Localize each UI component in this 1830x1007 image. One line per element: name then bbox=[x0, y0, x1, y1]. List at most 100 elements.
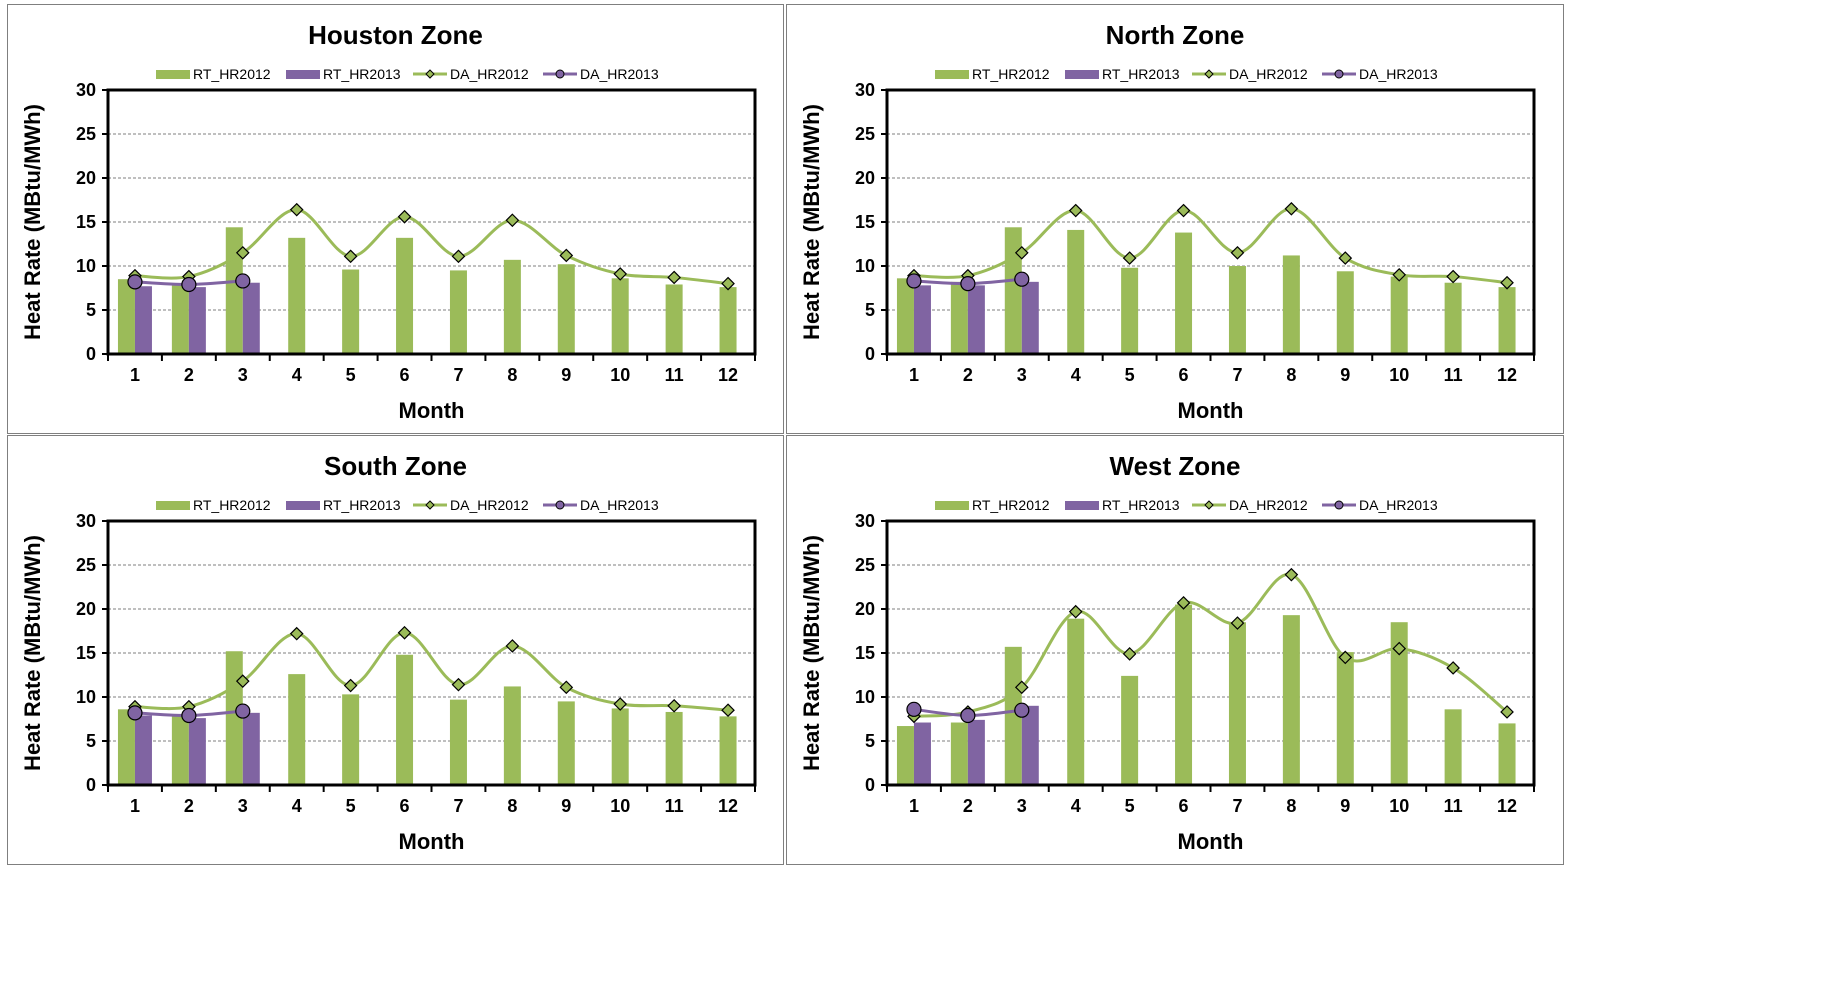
diamond-point bbox=[1392, 641, 1407, 656]
bar bbox=[1282, 615, 1300, 785]
diamond-point bbox=[289, 626, 304, 641]
circle-point bbox=[960, 276, 976, 292]
x-axis-title: Month bbox=[399, 829, 465, 854]
y-axis-title: Heat Rate (MBtu/MWh) bbox=[799, 104, 824, 340]
diamond-point bbox=[1446, 269, 1460, 284]
y-tick-label: 25 bbox=[76, 124, 96, 144]
x-tick-label: 3 bbox=[1017, 365, 1027, 385]
y-tick-label: 25 bbox=[76, 555, 96, 575]
bar bbox=[134, 715, 152, 785]
legend-da-hr2013: DA_HR2013 bbox=[1359, 497, 1438, 513]
circle-point bbox=[1014, 702, 1030, 718]
y-tick-label: 20 bbox=[76, 168, 96, 188]
bar bbox=[449, 270, 467, 354]
y-tick-label: 5 bbox=[865, 300, 875, 320]
bar bbox=[1228, 266, 1246, 354]
diamond-point bbox=[1500, 705, 1514, 719]
bar bbox=[1121, 267, 1139, 354]
bar bbox=[503, 259, 521, 354]
bar bbox=[342, 694, 360, 785]
x-tick-label: 10 bbox=[1389, 365, 1409, 385]
legend-green-diamond-line-icon bbox=[1192, 69, 1226, 79]
bar bbox=[967, 285, 985, 354]
bars-rt-hr2013 bbox=[134, 282, 260, 354]
legend-da-hr2013: DA_HR2013 bbox=[580, 66, 659, 82]
x-tick-label: 5 bbox=[1125, 796, 1135, 816]
diamond-point bbox=[1446, 661, 1460, 675]
x-tick-label: 3 bbox=[238, 365, 248, 385]
y-axis-title: Heat Rate (MBtu/MWh) bbox=[20, 104, 45, 340]
diamond-point bbox=[1500, 275, 1514, 290]
legend-green-diamond-line-icon bbox=[1192, 500, 1226, 510]
bars-rt-hr2012 bbox=[896, 227, 1516, 354]
circle-point bbox=[181, 707, 197, 724]
bar bbox=[557, 701, 575, 785]
diamond-point bbox=[721, 276, 735, 291]
y-axis-title: Heat Rate (MBtu/MWh) bbox=[799, 535, 824, 771]
legend-purple-circle-line-icon bbox=[543, 500, 577, 510]
bar bbox=[950, 722, 968, 785]
line-da-hr2012 bbox=[913, 207, 1508, 285]
bar bbox=[1121, 675, 1139, 785]
circle-point bbox=[1014, 271, 1030, 287]
y-tick-label: 30 bbox=[76, 80, 96, 100]
diamond-point bbox=[505, 213, 520, 228]
x-tick-label: 4 bbox=[292, 796, 302, 816]
bar bbox=[665, 711, 683, 785]
x-tick-label: 8 bbox=[1286, 796, 1296, 816]
bar bbox=[1228, 622, 1246, 785]
bar bbox=[396, 237, 414, 354]
bar bbox=[611, 708, 629, 785]
x-tick-label: 5 bbox=[346, 365, 356, 385]
line-da-hr2012 bbox=[913, 573, 1508, 718]
diamond-point bbox=[397, 209, 412, 224]
bar bbox=[1175, 604, 1193, 785]
diamond-point bbox=[1176, 595, 1191, 610]
legend: RT_HR2012 RT_HR2013 DA_HR2012 DA_HR2013 bbox=[935, 497, 1438, 513]
diamond-point bbox=[1176, 203, 1191, 218]
y-tick-label: 0 bbox=[86, 344, 96, 364]
bar bbox=[719, 287, 737, 354]
diamond-point bbox=[1230, 245, 1245, 260]
x-tick-label: 4 bbox=[1071, 796, 1081, 816]
diamond-point bbox=[397, 625, 412, 640]
x-tick-label: 4 bbox=[292, 365, 302, 385]
diamond-point bbox=[235, 674, 250, 689]
bar bbox=[1004, 646, 1022, 785]
legend-green-diamond-line-icon bbox=[413, 69, 447, 79]
bar bbox=[950, 281, 968, 354]
x-tick-label: 11 bbox=[1444, 796, 1463, 816]
diamond-point bbox=[451, 249, 466, 264]
diamond-point bbox=[451, 677, 466, 692]
x-tick-label: 9 bbox=[561, 365, 571, 385]
y-tick-label: 20 bbox=[76, 599, 96, 619]
legend-purple-circle-line-icon bbox=[1322, 69, 1356, 79]
circle-point bbox=[127, 705, 143, 721]
chart-west: West Zone RT_HR2012 RT_HR2013 DA_HR2012 DA_H… bbox=[799, 451, 1536, 854]
x-tick-label: 12 bbox=[1497, 796, 1517, 816]
x-tick-label: 12 bbox=[718, 365, 738, 385]
y-tick-label: 10 bbox=[76, 256, 96, 276]
x-tick-label: 1 bbox=[909, 796, 919, 816]
bar bbox=[665, 284, 683, 354]
legend-purple-bar-icon bbox=[286, 70, 320, 79]
x-tick-label: 9 bbox=[561, 796, 571, 816]
bar bbox=[449, 699, 467, 785]
chart-north: North Zone RT_HR2012 RT_HR2013 DA_HR2012 DA_… bbox=[799, 20, 1536, 423]
bar bbox=[1444, 282, 1462, 354]
x-tick-label: 2 bbox=[184, 796, 194, 816]
legend-marker bbox=[1204, 69, 1214, 79]
bars-rt-hr2013 bbox=[913, 705, 1039, 785]
bar bbox=[242, 282, 260, 354]
y-tick-label: 5 bbox=[865, 731, 875, 751]
x-tick-label: 8 bbox=[1286, 365, 1296, 385]
bar bbox=[396, 654, 414, 785]
circle-point bbox=[235, 273, 251, 289]
bar bbox=[1444, 709, 1462, 785]
legend-da-hr2012: DA_HR2012 bbox=[450, 66, 529, 82]
x-tick-label: 7 bbox=[1232, 796, 1242, 816]
bars-rt-hr2013 bbox=[913, 281, 1039, 354]
bar bbox=[1004, 227, 1022, 354]
x-tick-label: 10 bbox=[610, 365, 630, 385]
legend-da-hr2013: DA_HR2013 bbox=[580, 497, 659, 513]
